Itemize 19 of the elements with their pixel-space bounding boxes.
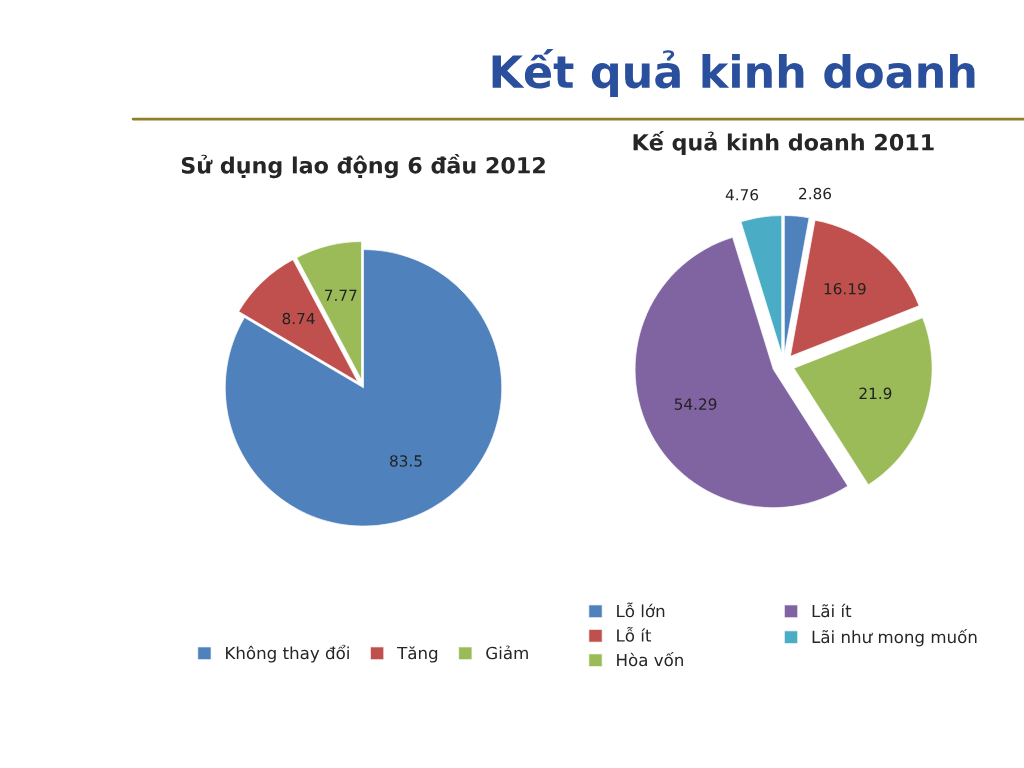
data-label: 4.76 bbox=[725, 188, 759, 201]
chart-title: Kế quả kinh doanh 2011 bbox=[633, 130, 934, 155]
legend-label: Hòa vốn bbox=[617, 651, 683, 667]
data-label: 2.86 bbox=[799, 187, 832, 200]
data-label: 54.29 bbox=[674, 398, 717, 410]
legend-label: Lỗ lớn bbox=[617, 602, 665, 618]
legend-label: Tăng bbox=[397, 646, 438, 663]
legend-label: Lãi như mong muốn bbox=[812, 628, 977, 647]
data-label: 8.74 bbox=[282, 312, 315, 325]
data-label: 7.77 bbox=[325, 289, 357, 301]
legend-label: Lỗ ít bbox=[617, 626, 652, 642]
legend-label: Giảm bbox=[486, 645, 528, 660]
legend-label: Không thay đổi bbox=[226, 644, 349, 663]
chart-title: Sử dụng lao động 6 đầu 2012 bbox=[181, 153, 545, 179]
text: Kết quả kinh doanh bbox=[492, 48, 975, 98]
data-label: 16.19 bbox=[824, 282, 866, 295]
data-label: 21.9 bbox=[859, 387, 892, 400]
legend-label: Lãi ít bbox=[812, 603, 852, 618]
data-label: 83.5 bbox=[390, 455, 422, 467]
